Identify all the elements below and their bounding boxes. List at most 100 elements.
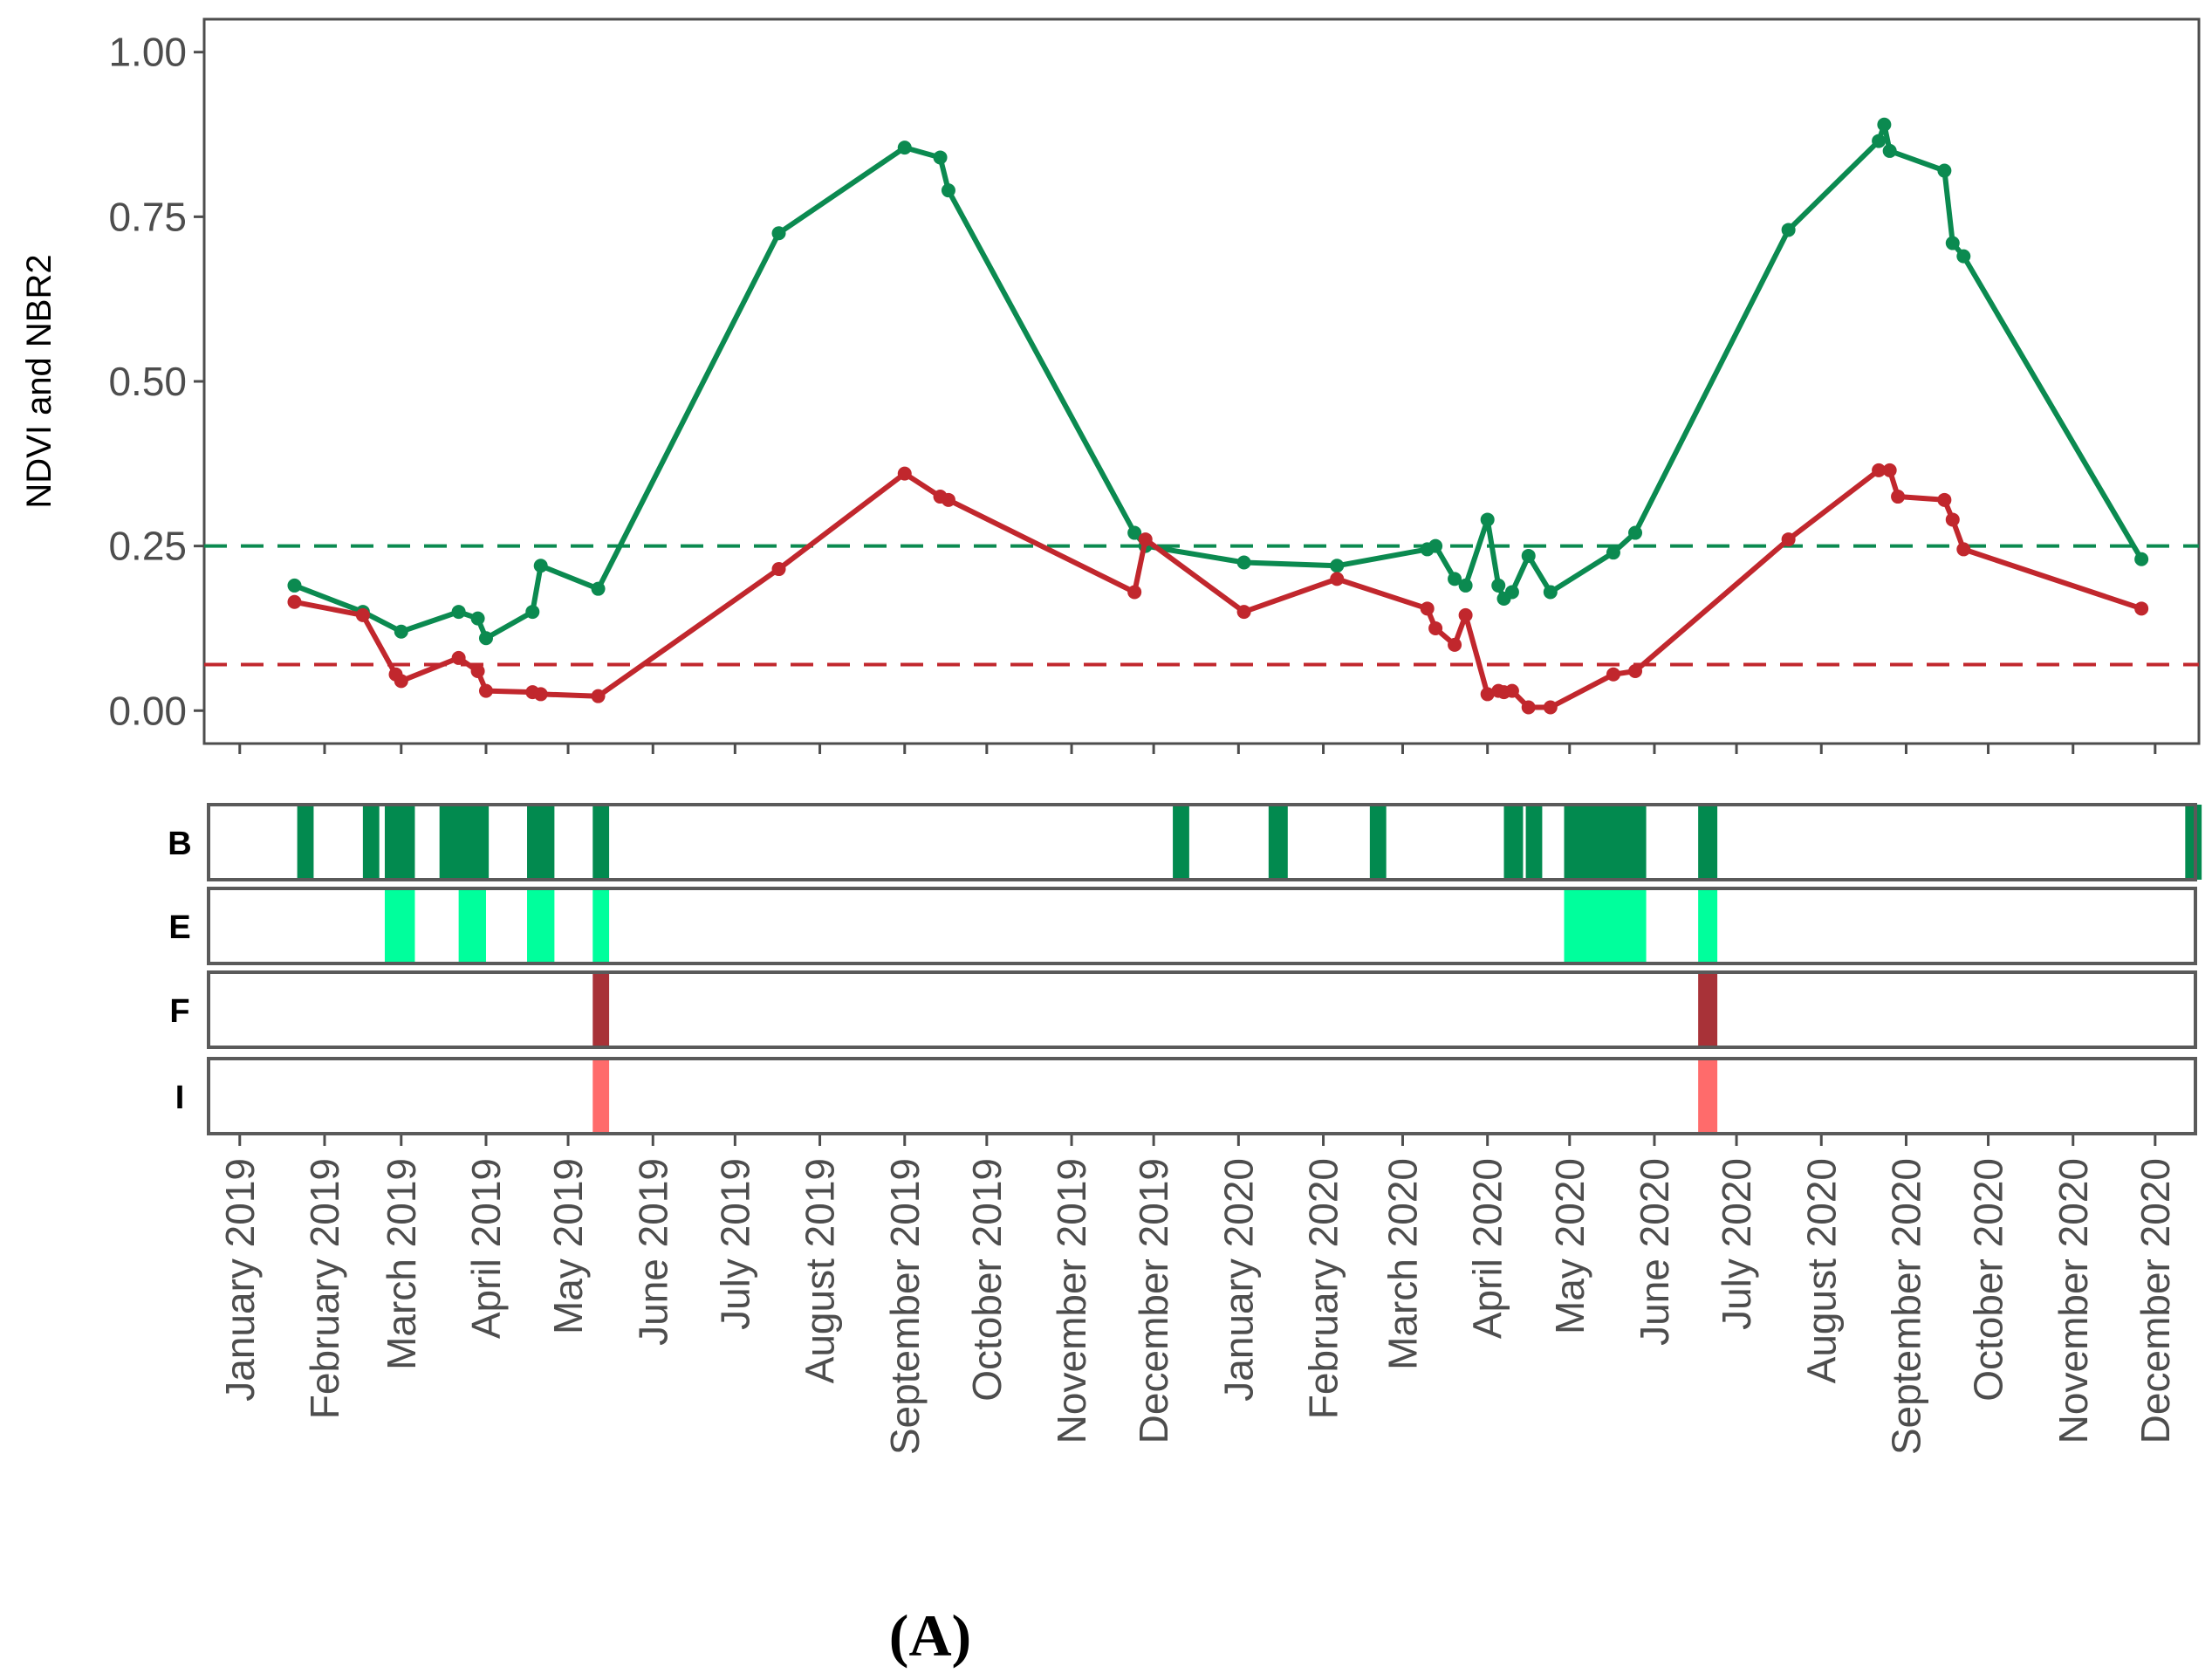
data-point-nbr2 bbox=[1543, 700, 1558, 715]
data-point-nbr2 bbox=[1891, 490, 1906, 504]
data-point-nbr2 bbox=[1127, 585, 1142, 600]
data-point-ndvi bbox=[897, 141, 912, 155]
event-bar-e bbox=[1698, 888, 1718, 963]
x-axis-ticks-main bbox=[238, 744, 2157, 754]
figure-label: (A) bbox=[889, 1602, 971, 1669]
event-bar-b bbox=[1698, 805, 1718, 880]
x-tick-label: April 2019 bbox=[463, 1158, 509, 1339]
event-bar-b bbox=[527, 805, 555, 880]
data-point-nbr2 bbox=[1956, 542, 1971, 557]
data-point-nbr2 bbox=[1458, 607, 1473, 622]
data-point-ndvi bbox=[1945, 236, 1960, 250]
x-tick-label: March 2019 bbox=[379, 1158, 424, 1370]
data-point-ndvi bbox=[451, 605, 466, 620]
data-point-ndvi bbox=[1882, 143, 1897, 158]
strip-frame-b bbox=[207, 803, 2197, 881]
x-tick-label: November 2020 bbox=[2051, 1158, 2096, 1443]
data-point-nbr2 bbox=[1330, 572, 1345, 586]
y-tick-label: 0.00 bbox=[108, 688, 187, 733]
data-point-nbr2 bbox=[287, 594, 302, 609]
event-bar-b bbox=[1564, 805, 1647, 880]
strip-label-b: B bbox=[168, 826, 191, 862]
event-bar-e bbox=[1564, 888, 1647, 963]
x-tick-label: February 2019 bbox=[302, 1158, 347, 1419]
data-point-nbr2 bbox=[1945, 512, 1960, 527]
x-tick-label: April 2020 bbox=[1465, 1158, 1510, 1339]
event-bar-b bbox=[1525, 805, 1543, 880]
x-tick-label: July 2020 bbox=[1714, 1158, 1759, 1330]
event-bar-b bbox=[362, 805, 380, 880]
x-tick-label: August 2020 bbox=[1798, 1158, 1844, 1383]
x-tick-label: March 2020 bbox=[1380, 1158, 1425, 1370]
data-point-nbr2 bbox=[1138, 532, 1153, 547]
data-point-nbr2 bbox=[1872, 463, 1887, 477]
data-point-ndvi bbox=[933, 150, 948, 165]
x-tick-label: September 2020 bbox=[1883, 1158, 1928, 1455]
x-tick-label: January 2019 bbox=[217, 1158, 263, 1402]
event-bar-b bbox=[297, 805, 314, 880]
data-point-ndvi bbox=[941, 183, 955, 198]
data-point-ndvi bbox=[1491, 578, 1506, 593]
data-point-ndvi bbox=[1781, 223, 1796, 237]
data-point-nbr2 bbox=[1448, 637, 1462, 652]
strip-label-e: E bbox=[168, 909, 190, 946]
data-point-ndvi bbox=[1480, 512, 1495, 527]
strip-label-i: I bbox=[175, 1080, 185, 1116]
strip-frame-e bbox=[207, 887, 2197, 965]
data-point-nbr2 bbox=[451, 650, 466, 665]
data-point-nbr2 bbox=[1521, 700, 1536, 715]
data-point-nbr2 bbox=[2134, 601, 2149, 616]
data-point-nbr2 bbox=[1420, 601, 1435, 616]
data-point-ndvi bbox=[1606, 545, 1620, 560]
data-point-ndvi bbox=[470, 611, 485, 626]
data-point-ndvi bbox=[2134, 552, 2149, 566]
event-bar-f bbox=[1698, 972, 1718, 1047]
data-point-nbr2 bbox=[1504, 683, 1519, 698]
data-point-nbr2 bbox=[1937, 492, 1952, 507]
y-axis-label: NDVI and NBR2 bbox=[20, 254, 58, 508]
event-bar-e bbox=[458, 888, 486, 963]
x-tick-label: June 2020 bbox=[1632, 1158, 1677, 1346]
data-point-ndvi bbox=[394, 624, 408, 639]
data-point-ndvi bbox=[1127, 525, 1142, 540]
data-point-ndvi bbox=[1448, 572, 1462, 586]
data-point-nbr2 bbox=[470, 664, 485, 678]
event-bar-i bbox=[1698, 1059, 1718, 1134]
x-tick-label: November 2019 bbox=[1049, 1158, 1094, 1443]
data-point-ndvi bbox=[533, 559, 548, 573]
data-point-ndvi bbox=[1877, 117, 1892, 132]
event-bar-b bbox=[592, 805, 610, 880]
series-line-nbr2 bbox=[293, 467, 2143, 710]
data-point-nbr2 bbox=[1781, 532, 1796, 547]
data-point-nbr2 bbox=[1236, 605, 1251, 620]
data-point-ndvi bbox=[771, 226, 786, 241]
x-tick-label: October 2020 bbox=[1966, 1158, 2011, 1402]
data-point-ndvi bbox=[1543, 585, 1558, 600]
x-tick-label: September 2019 bbox=[882, 1158, 928, 1455]
x-tick-label: May 2019 bbox=[545, 1158, 591, 1334]
data-point-nbr2 bbox=[1480, 687, 1495, 702]
data-point-nbr2 bbox=[941, 492, 955, 507]
data-point-nbr2 bbox=[1628, 664, 1643, 678]
x-tick-label: May 2020 bbox=[1547, 1158, 1592, 1334]
event-bar-e bbox=[592, 888, 610, 963]
data-point-nbr2 bbox=[591, 689, 606, 703]
series-layer bbox=[287, 117, 2149, 715]
event-bar-b bbox=[1369, 805, 1387, 880]
data-point-ndvi bbox=[1330, 559, 1345, 573]
x-axis: January 2019 February 2019 March 2019 April… bbox=[217, 1135, 2178, 1455]
x-tick-label: October 2019 bbox=[964, 1158, 1010, 1402]
series-line-ndvi bbox=[293, 121, 2144, 641]
data-point-ndvi bbox=[591, 581, 606, 596]
data-point-ndvi bbox=[1956, 249, 1971, 264]
y-tick-label: 1.00 bbox=[108, 30, 187, 75]
x-tick-label: June 2019 bbox=[630, 1158, 675, 1346]
data-point-ndvi bbox=[1428, 538, 1443, 553]
data-point-ndvi bbox=[287, 578, 302, 593]
event-strips: B E F I bbox=[168, 803, 2202, 1135]
data-point-ndvi bbox=[525, 605, 540, 620]
data-point-nbr2 bbox=[897, 466, 912, 481]
event-bar-e bbox=[384, 888, 415, 963]
data-point-nbr2 bbox=[533, 687, 548, 702]
event-bar-f bbox=[592, 972, 610, 1047]
